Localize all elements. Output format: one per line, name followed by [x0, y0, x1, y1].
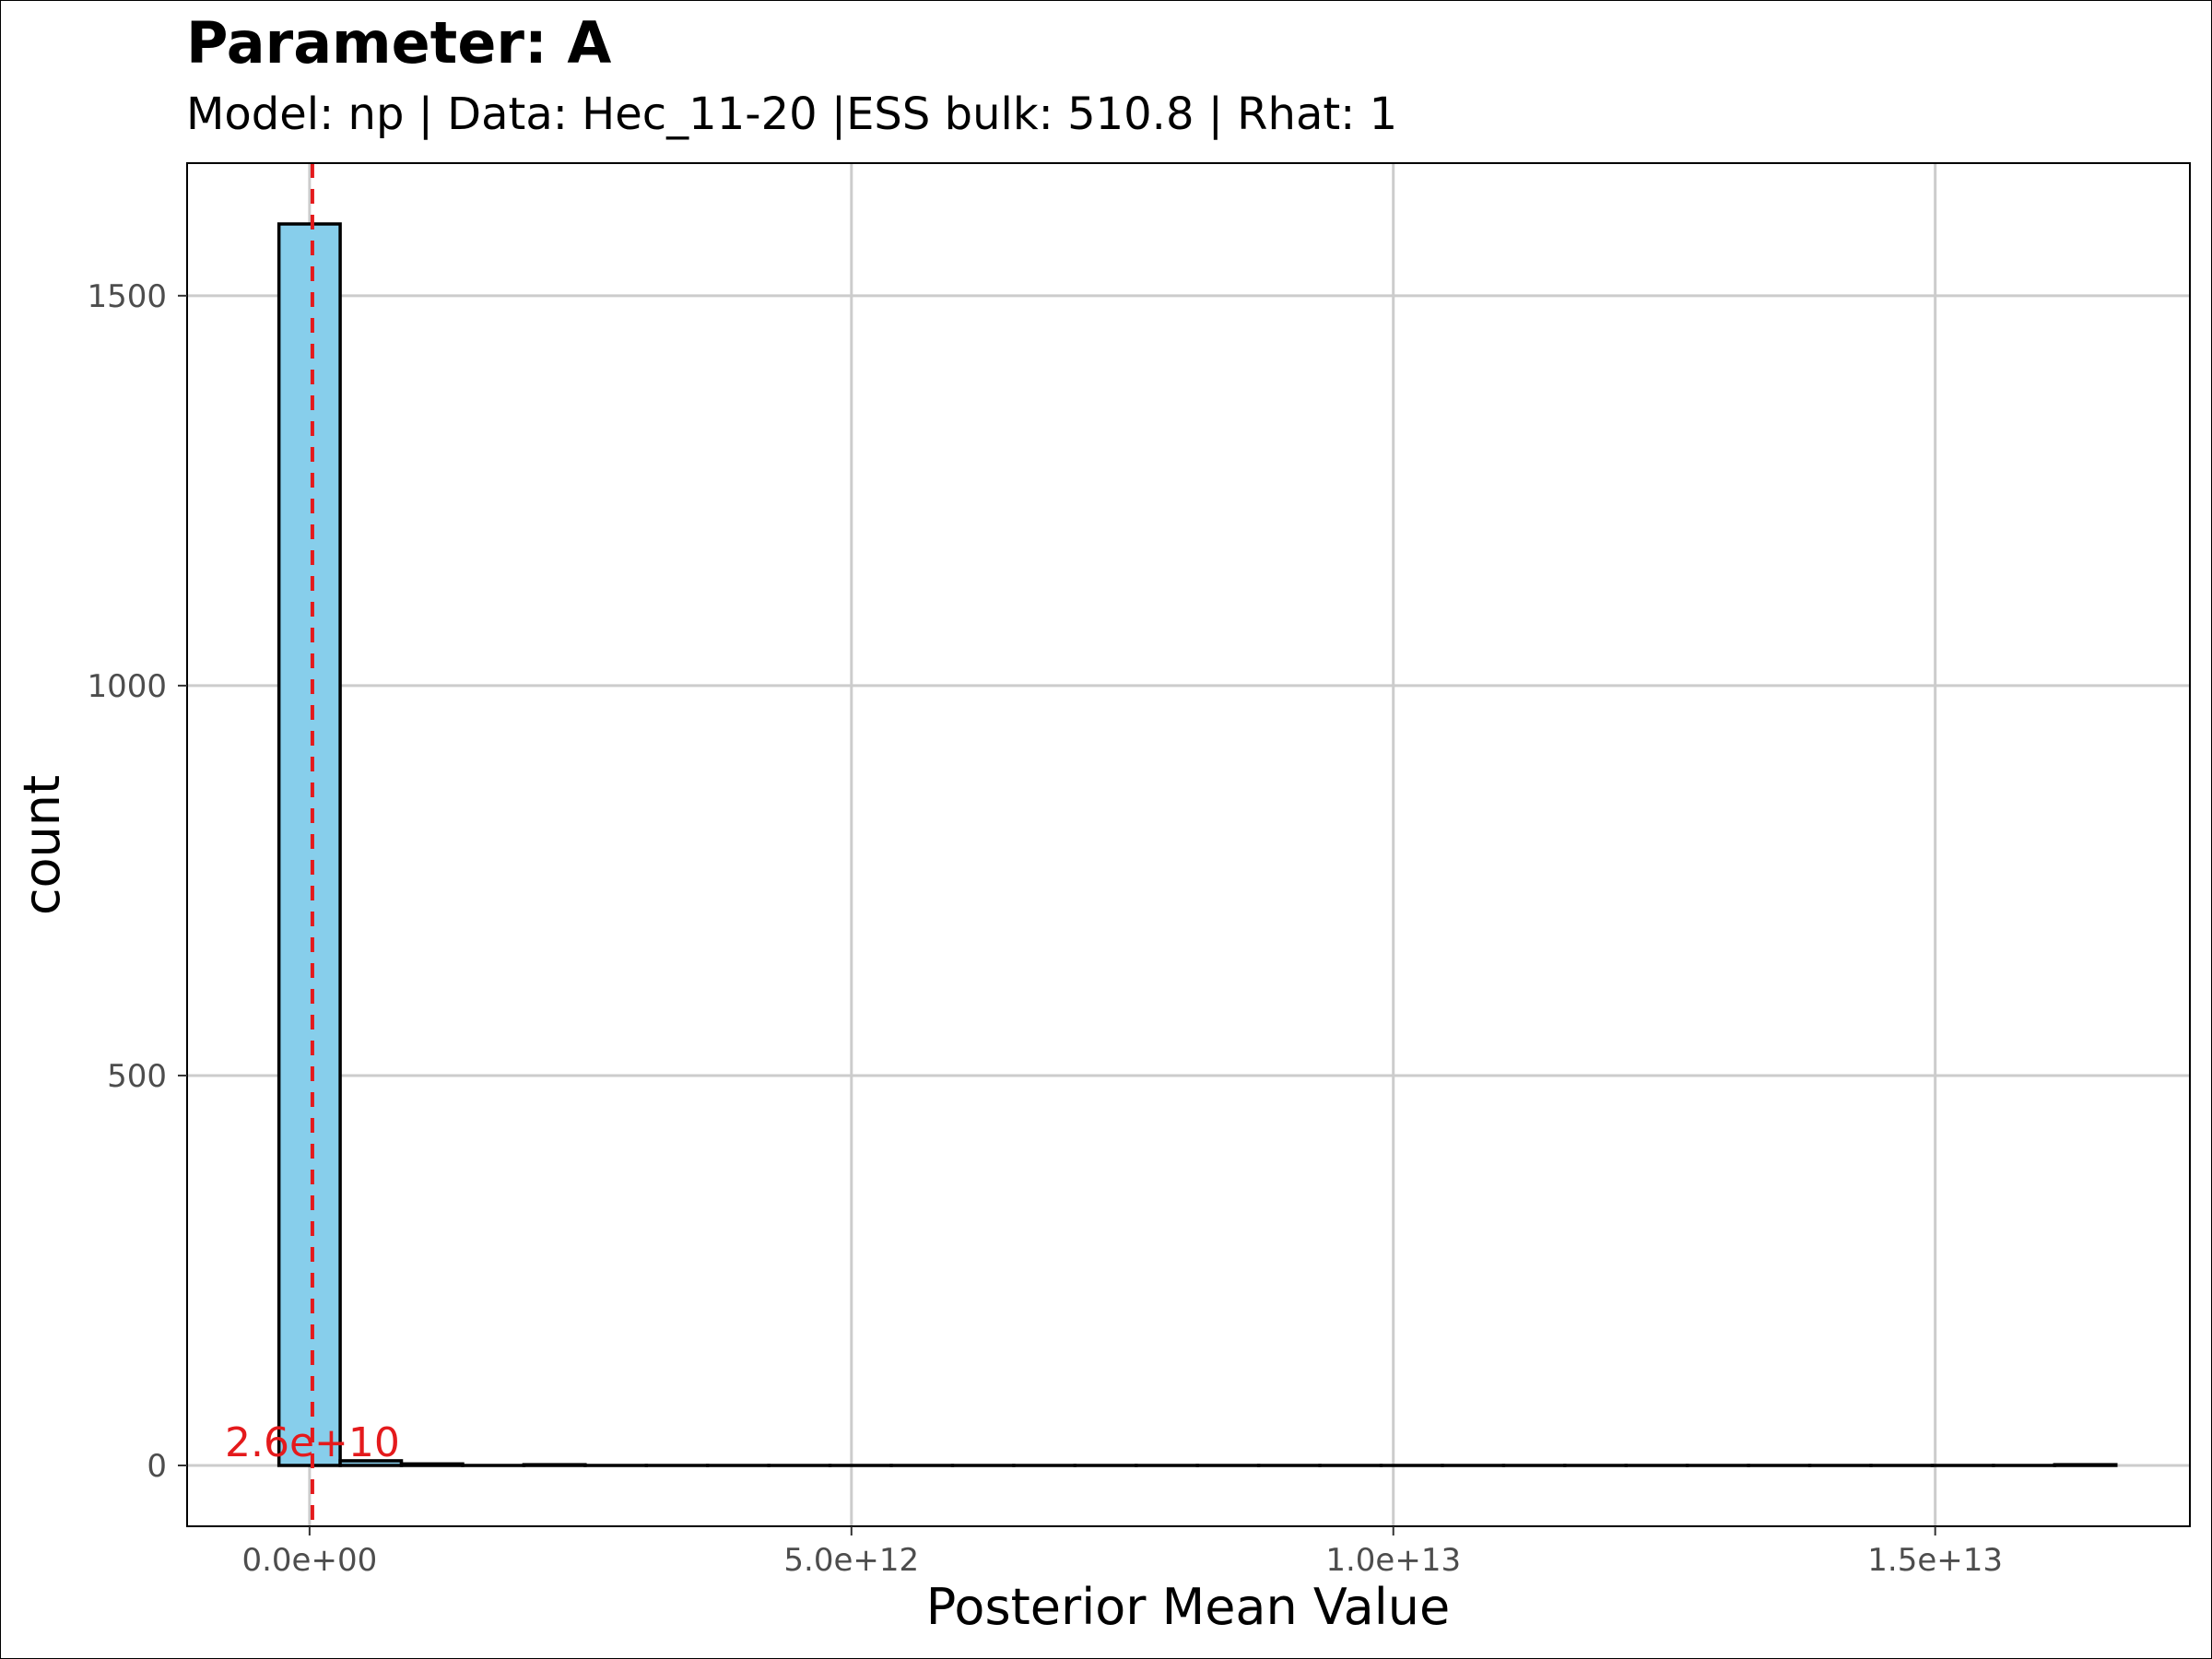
y-axis-ticks: 0 500 1000 1500 — [87, 278, 187, 1485]
histogram-bar — [276, 222, 342, 1467]
y-tick-label: 1500 — [87, 278, 167, 315]
x-tick-label: 5.0e+12 — [783, 1542, 919, 1579]
chart-subtitle: Model: np | Data: Hec_11-20 |ESS bulk: 5… — [186, 88, 1398, 140]
x-axis-ticks: 0.0e+00 5.0e+12 1.0e+13 1.5e+13 — [241, 1526, 2003, 1579]
histogram-bar — [399, 1462, 465, 1467]
x-axis-label: Posterior Mean Value — [926, 1578, 1450, 1636]
x-tick-label: 0.0e+00 — [241, 1542, 377, 1579]
mean-marker: 2.6e+10 — [225, 163, 400, 1526]
y-axis-label: count — [13, 775, 71, 915]
grid-lines — [187, 163, 2190, 1526]
mean-label: 2.6e+10 — [225, 1419, 400, 1466]
plot-panel — [186, 162, 2191, 1527]
histogram-bars — [276, 222, 2118, 1467]
y-tick-label: 500 — [107, 1058, 167, 1095]
y-tick-label: 1000 — [87, 668, 167, 705]
x-tick-label: 1.0e+13 — [1325, 1542, 1461, 1579]
x-tick-label: 1.5e+13 — [1867, 1542, 2003, 1579]
chart-title: Parameter: A — [186, 9, 612, 76]
y-tick-label: 0 — [147, 1448, 167, 1485]
